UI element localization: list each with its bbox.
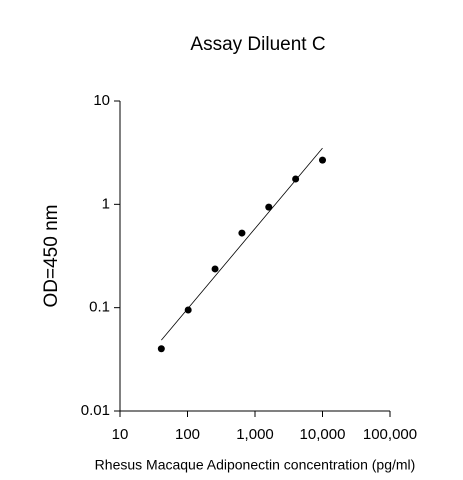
data-point xyxy=(292,175,300,183)
data-point xyxy=(157,345,165,353)
x-tick-label: 10,000 xyxy=(300,426,346,443)
y-axis-title: OD=450 nm xyxy=(41,205,62,308)
data-point xyxy=(184,306,192,314)
data-point xyxy=(238,229,246,237)
x-tick-label: 1,000 xyxy=(236,426,274,443)
data-point xyxy=(211,265,219,273)
x-tick-label: 10 xyxy=(112,426,129,443)
x-axis-title: Rhesus Macaque Adiponectin concentration… xyxy=(95,457,416,473)
data-point xyxy=(319,156,326,164)
data-point xyxy=(265,203,273,211)
y-tick-label: 10 xyxy=(93,92,110,109)
x-tick-label: 100,000 xyxy=(363,426,417,443)
y-tick-label: 0.1 xyxy=(89,299,110,316)
y-tick-label: 1 xyxy=(102,195,110,212)
chart-title: Assay Diluent C xyxy=(190,34,325,55)
y-tick-label: 0.01 xyxy=(81,402,110,419)
x-tick-label: 100 xyxy=(175,426,200,443)
